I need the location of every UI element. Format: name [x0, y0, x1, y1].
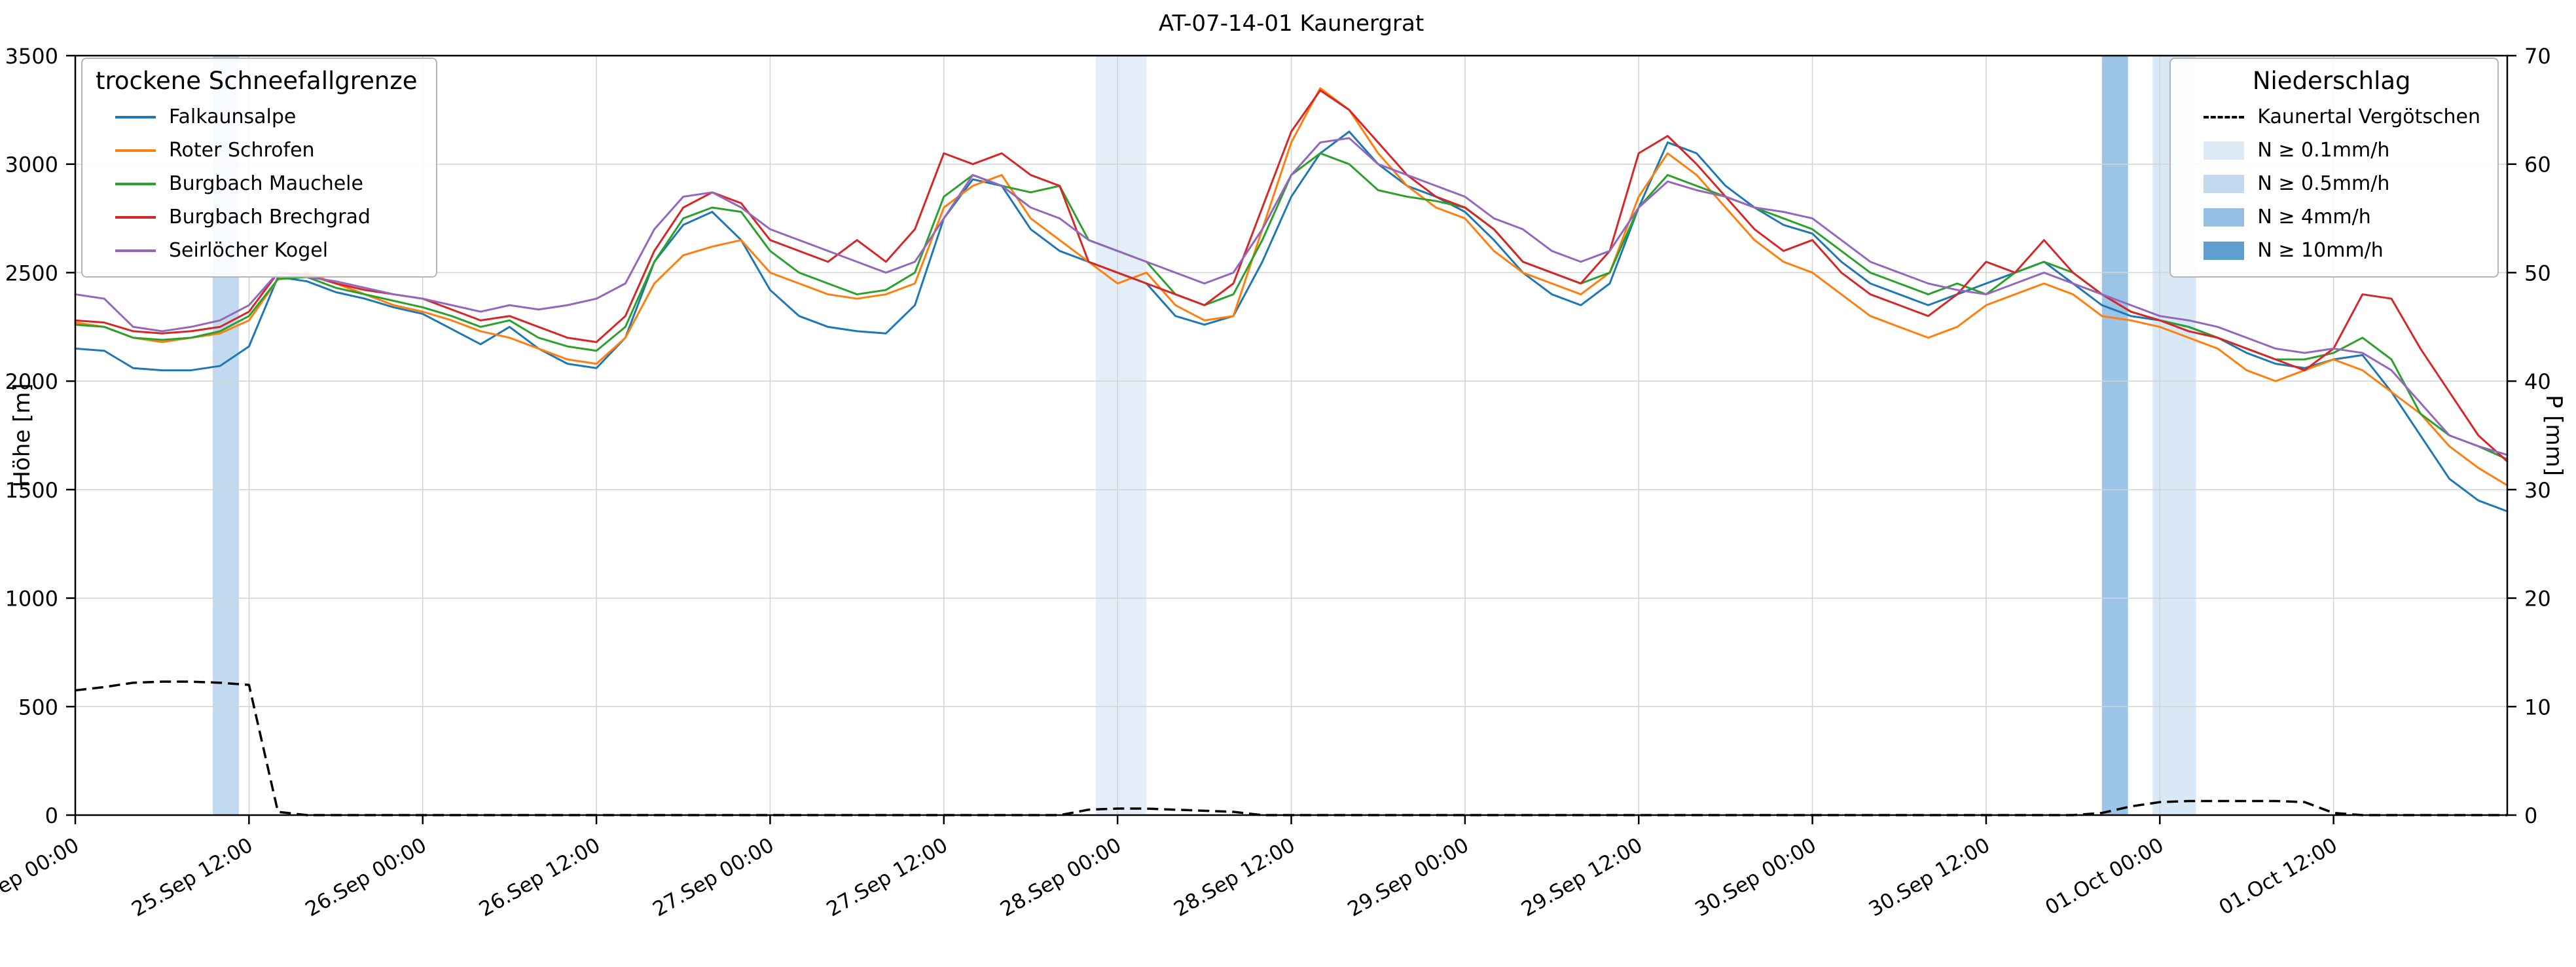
legend-snowline: trockene Schneefallgrenze Falkaunsalpe R… [81, 58, 437, 278]
svg-text:25.Sep 00:00: 25.Sep 00:00 [0, 833, 83, 922]
legend-label: N ≥ 0.1mm/h [2257, 139, 2390, 162]
band-swatch-0.1mm [2204, 141, 2245, 160]
legend-label: N ≥ 0.5mm/h [2257, 172, 2390, 195]
legend-label: Seirlöcher Kogel [169, 239, 329, 262]
legend-item: N ≥ 4mm/h [2181, 200, 2482, 234]
legend-precip-title: Niederschlag [2252, 67, 2411, 95]
legend-label: N ≥ 10mm/h [2257, 239, 2384, 262]
svg-text:3500: 3500 [5, 44, 58, 69]
dashed-line-swatch [2204, 115, 2245, 119]
svg-text:70: 70 [2524, 44, 2551, 69]
svg-text:26.Sep 12:00: 26.Sep 12:00 [475, 833, 604, 922]
band-swatch-0.5mm [2204, 174, 2245, 193]
y-axis-label-right: P [mm] [2541, 394, 2567, 477]
y-axis-label-left: Höhe [m] [9, 383, 35, 488]
legend-item: Kaunertal Vergötschen [2181, 100, 2482, 134]
legend-precip: Niederschlag Kaunertal Vergötschen N ≥ 0… [2169, 58, 2499, 278]
legend-item: Roter Schrofen [93, 134, 420, 167]
svg-text:1500: 1500 [5, 478, 58, 503]
svg-text:2500: 2500 [5, 261, 58, 285]
svg-text:01.Oct 00:00: 01.Oct 00:00 [2041, 833, 2168, 920]
svg-text:0: 0 [2524, 803, 2537, 828]
svg-text:30.Sep 12:00: 30.Sep 12:00 [1865, 833, 1994, 922]
svg-text:01.Oct 12:00: 01.Oct 12:00 [2215, 833, 2342, 920]
line-swatch-falkaunsalpe [115, 115, 156, 119]
svg-text:20: 20 [2524, 587, 2551, 611]
legend-label: N ≥ 4mm/h [2257, 206, 2371, 228]
svg-text:28.Sep 12:00: 28.Sep 12:00 [1170, 833, 1299, 922]
line-swatch-burgbach-brechgrad [115, 215, 156, 219]
legend-label: Falkaunsalpe [169, 105, 297, 128]
svg-text:40: 40 [2524, 369, 2551, 394]
svg-text:10: 10 [2524, 695, 2551, 720]
band-swatch-10mm [2204, 241, 2245, 260]
legend-item: Burgbach Mauchele [93, 167, 420, 200]
svg-text:500: 500 [18, 695, 58, 720]
svg-text:28.Sep 00:00: 28.Sep 00:00 [996, 833, 1125, 922]
legend-snowline-title: trockene Schneefallgrenze [96, 67, 418, 95]
legend-item: N ≥ 10mm/h [2181, 234, 2482, 267]
svg-text:27.Sep 12:00: 27.Sep 12:00 [823, 833, 952, 922]
svg-text:50: 50 [2524, 261, 2551, 285]
svg-text:26.Sep 00:00: 26.Sep 00:00 [302, 833, 431, 922]
legend-label: Roter Schrofen [169, 139, 315, 162]
line-swatch-seirloecher-kogel [115, 249, 156, 252]
svg-text:27.Sep 00:00: 27.Sep 00:00 [649, 833, 778, 922]
svg-text:29.Sep 00:00: 29.Sep 00:00 [1344, 833, 1473, 922]
legend-label: Burgbach Mauchele [169, 172, 363, 195]
svg-text:29.Sep 12:00: 29.Sep 12:00 [1517, 833, 1646, 922]
legend-label: Burgbach Brechgrad [169, 206, 371, 228]
legend-item: Seirlöcher Kogel [93, 234, 420, 267]
band-swatch-4mm [2204, 208, 2245, 227]
svg-text:0: 0 [45, 803, 58, 828]
svg-text:1000: 1000 [5, 587, 58, 611]
svg-text:25.Sep 12:00: 25.Sep 12:00 [128, 833, 257, 922]
legend-item: N ≥ 0.5mm/h [2181, 167, 2482, 200]
svg-text:60: 60 [2524, 153, 2551, 177]
svg-text:3000: 3000 [5, 153, 58, 177]
line-swatch-burgbach-mauchele [115, 182, 156, 185]
line-swatch-roter-schrofen [115, 149, 156, 152]
svg-text:30.Sep 00:00: 30.Sep 00:00 [1691, 833, 1820, 922]
legend-label: Kaunertal Vergötschen [2257, 105, 2480, 128]
legend-item: N ≥ 0.1mm/h [2181, 134, 2482, 167]
svg-text:2000: 2000 [5, 369, 58, 394]
page-title: AT-07-14-01 Kaunergrat [1158, 10, 1424, 37]
legend-item: Burgbach Brechgrad [93, 200, 420, 234]
legend-item: Falkaunsalpe [93, 100, 420, 134]
svg-text:30: 30 [2524, 478, 2551, 503]
